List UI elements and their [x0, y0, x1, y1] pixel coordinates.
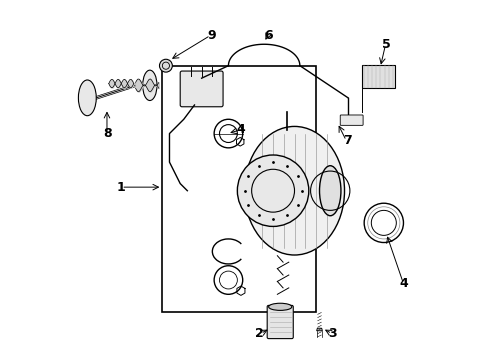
Circle shape [237, 155, 308, 226]
Polygon shape [316, 328, 322, 331]
Text: 2: 2 [255, 327, 264, 340]
Ellipse shape [244, 126, 344, 255]
FancyBboxPatch shape [340, 115, 363, 125]
FancyBboxPatch shape [266, 305, 293, 339]
Bar [162, 66, 315, 312]
Text: 7: 7 [342, 134, 351, 147]
Text: 8: 8 [103, 127, 112, 140]
Circle shape [159, 59, 172, 72]
Text: 1: 1 [116, 181, 124, 194]
FancyBboxPatch shape [180, 71, 223, 107]
Text: 9: 9 [206, 29, 215, 42]
Text: 4: 4 [236, 123, 245, 136]
Ellipse shape [319, 166, 340, 216]
Text: 6: 6 [264, 29, 272, 42]
Text: 3: 3 [328, 327, 336, 340]
Ellipse shape [268, 303, 291, 310]
Ellipse shape [78, 80, 96, 116]
Bar [362, 65, 394, 88]
Ellipse shape [142, 70, 157, 100]
Text: 4: 4 [399, 277, 408, 290]
Text: 5: 5 [381, 38, 390, 51]
